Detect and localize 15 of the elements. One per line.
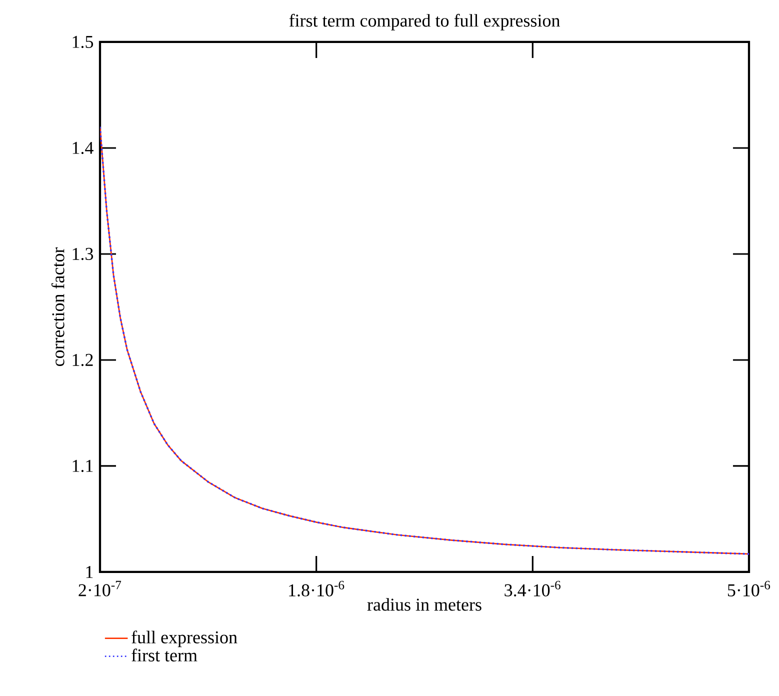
x-tick-label: 5·10$^{-6}$ [728,580,770,596]
y-tick-label: 1.1 [72,460,93,472]
x-tick-label: 1.8·10$^{-6}$ [289,580,344,596]
chart-title: first term compared to full expression [289,14,560,30]
legend-label: first term [132,648,198,662]
y-axis-title: correction factor [51,247,64,366]
x-tick-label: 3.4·10$^{-6}$ [504,580,560,596]
legend-label: full expression [132,630,238,648]
y-tick-label: 1.2 [72,354,93,366]
y-tick-label: 1 [86,566,93,578]
y-tick-label: 1.4 [72,142,94,154]
y-tick-label: 1.5 [72,36,94,48]
x-axis-title: radius in meters [367,598,482,611]
x-tick-label: 2·10$^{-7}$ [78,580,122,596]
y-tick-label: 1.3 [72,248,94,260]
